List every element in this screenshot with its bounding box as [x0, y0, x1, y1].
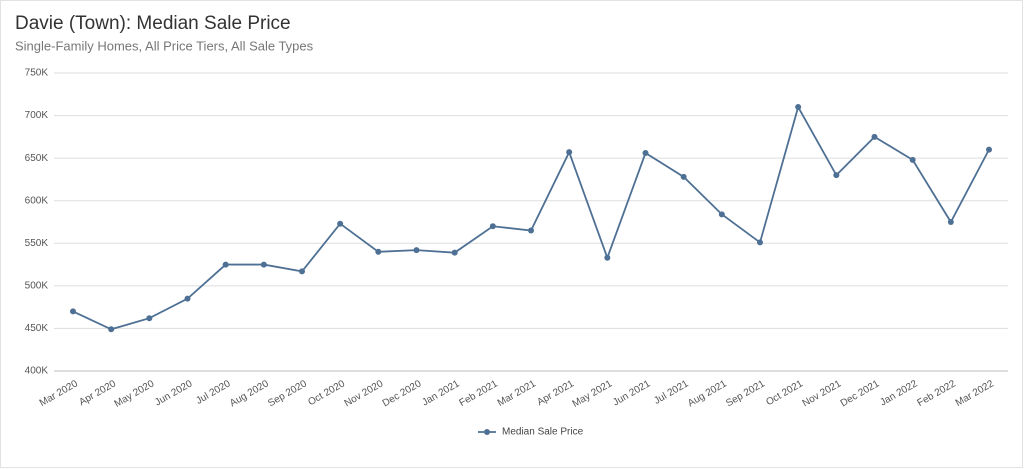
point	[146, 315, 153, 322]
point	[451, 249, 458, 256]
point	[489, 223, 496, 230]
point	[604, 254, 611, 261]
point	[108, 326, 115, 333]
point	[222, 261, 229, 268]
point	[986, 146, 992, 153]
point	[528, 227, 534, 234]
chart-subtitle: Single-Family Homes, All Price Tiers, Al…	[15, 38, 314, 53]
point	[871, 133, 878, 140]
point	[413, 247, 420, 254]
point	[70, 308, 76, 315]
y-tick-label: 750K	[25, 68, 49, 79]
point	[757, 239, 763, 246]
point	[642, 150, 649, 157]
y-tick-label: 700K	[25, 110, 49, 121]
point	[947, 219, 954, 225]
point	[375, 248, 382, 255]
point	[184, 295, 191, 302]
y-tick-label: 600K	[25, 195, 49, 206]
point	[909, 156, 916, 163]
y-tick-label: 500K	[25, 280, 49, 291]
point	[680, 173, 687, 180]
y-tick-label: 450K	[25, 323, 49, 334]
chart-title: Davie (Town): Median Sale Price	[15, 13, 291, 34]
y-tick-label: 650K	[25, 153, 49, 164]
point	[833, 172, 840, 179]
point	[795, 104, 802, 111]
point	[299, 268, 305, 275]
y-tick-label: 550K	[25, 238, 49, 249]
point	[260, 261, 267, 268]
legend-marker	[484, 429, 490, 435]
point	[337, 220, 344, 227]
point	[718, 211, 725, 218]
legend-label: Median Sale Price	[502, 427, 584, 438]
y-tick-label: 400K	[25, 366, 49, 377]
point	[566, 149, 573, 156]
